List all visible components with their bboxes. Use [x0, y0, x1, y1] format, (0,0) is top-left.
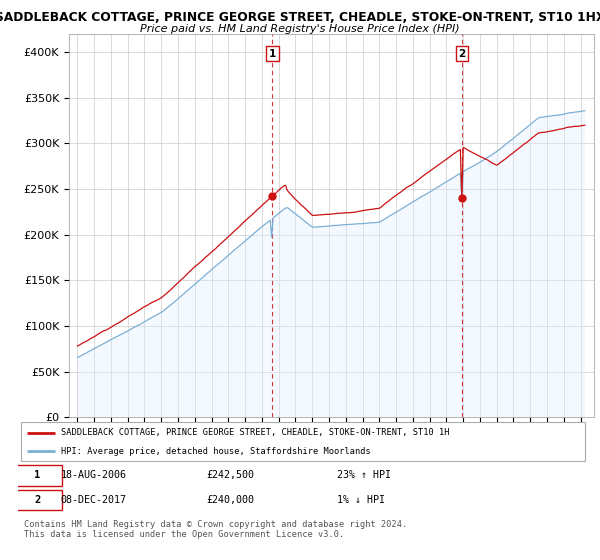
Text: Contains HM Land Registry data © Crown copyright and database right 2024.
This d: Contains HM Land Registry data © Crown c… — [24, 520, 407, 539]
Text: 23% ↑ HPI: 23% ↑ HPI — [337, 470, 391, 480]
Text: 1: 1 — [269, 49, 276, 59]
Text: HPI: Average price, detached house, Staffordshire Moorlands: HPI: Average price, detached house, Staf… — [61, 447, 371, 456]
Text: £242,500: £242,500 — [206, 470, 254, 480]
Text: 18-AUG-2006: 18-AUG-2006 — [61, 470, 127, 480]
Text: SADDLEBACK COTTAGE, PRINCE GEORGE STREET, CHEADLE, STOKE-ON-TRENT, ST10 1H: SADDLEBACK COTTAGE, PRINCE GEORGE STREET… — [61, 428, 449, 437]
Text: SADDLEBACK COTTAGE, PRINCE GEORGE STREET, CHEADLE, STOKE-ON-TRENT, ST10 1HX: SADDLEBACK COTTAGE, PRINCE GEORGE STREET… — [0, 11, 600, 24]
FancyBboxPatch shape — [12, 490, 62, 510]
Text: £240,000: £240,000 — [206, 495, 254, 505]
FancyBboxPatch shape — [21, 422, 585, 461]
Text: 1: 1 — [34, 470, 41, 480]
Text: 2: 2 — [458, 49, 466, 59]
Text: Price paid vs. HM Land Registry's House Price Index (HPI): Price paid vs. HM Land Registry's House … — [140, 24, 460, 34]
Text: 08-DEC-2017: 08-DEC-2017 — [61, 495, 127, 505]
FancyBboxPatch shape — [12, 465, 62, 486]
Text: 2: 2 — [34, 495, 41, 505]
Text: 1% ↓ HPI: 1% ↓ HPI — [337, 495, 385, 505]
